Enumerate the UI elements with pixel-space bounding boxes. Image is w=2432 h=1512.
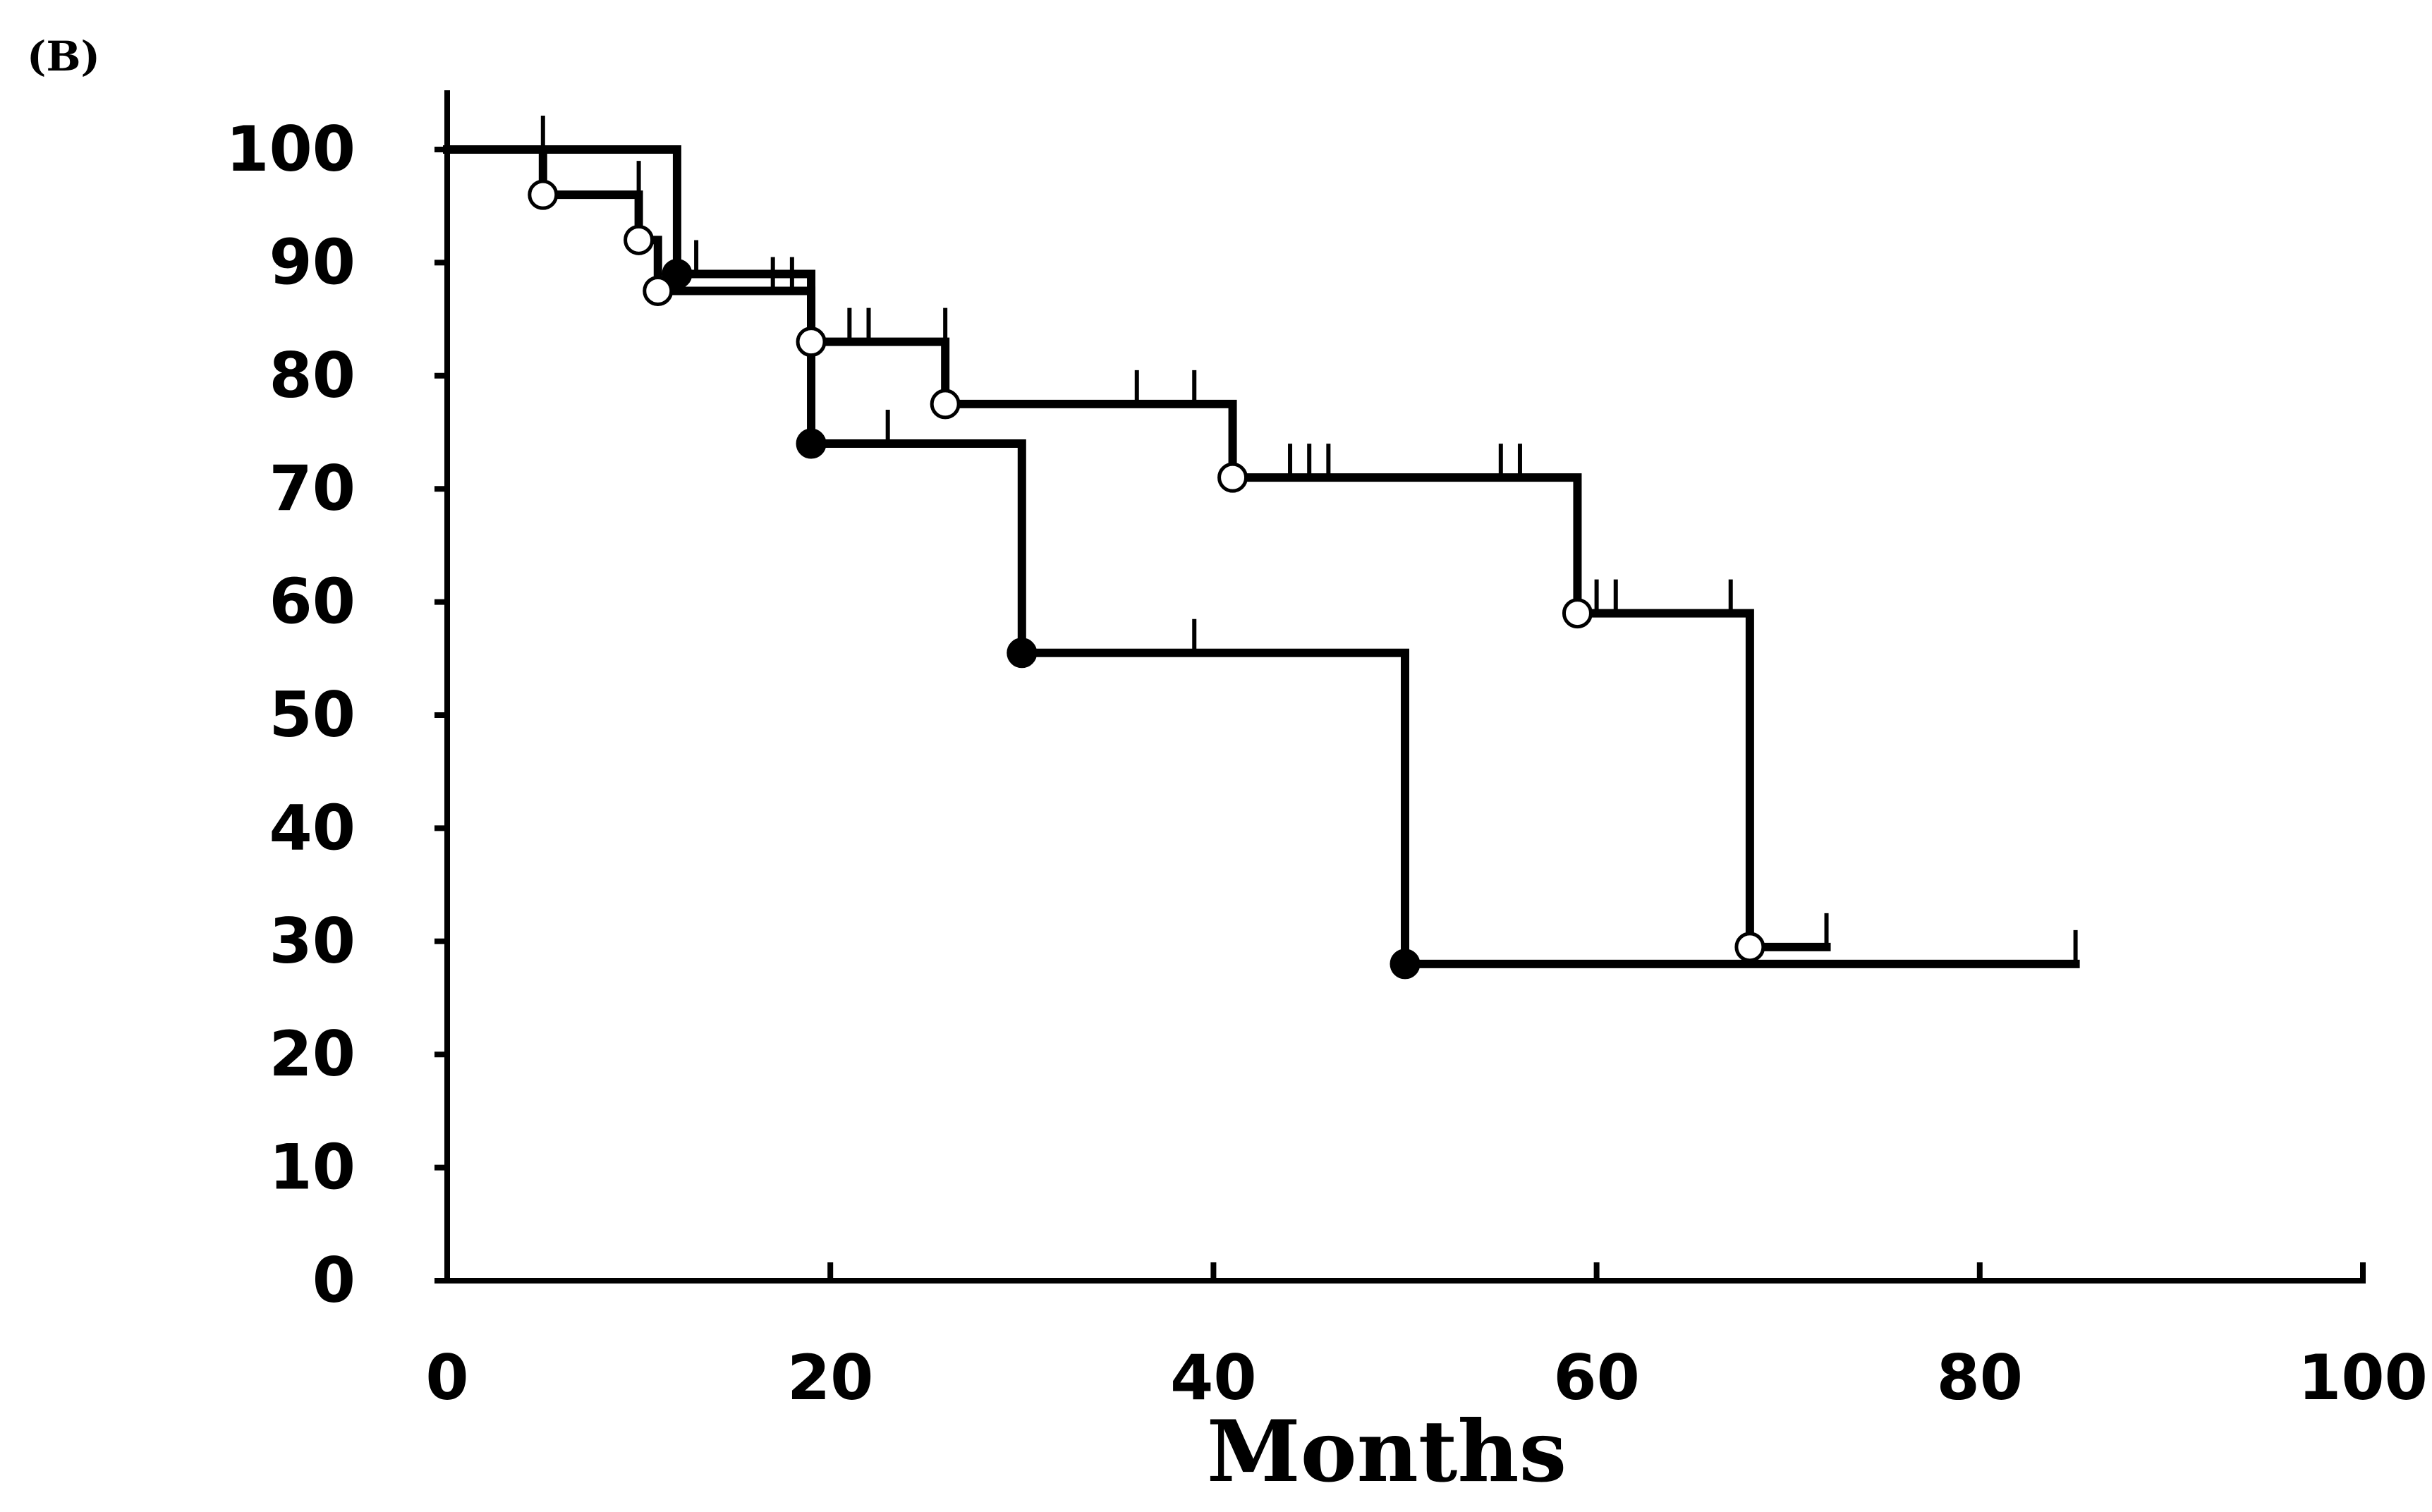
series-2 (443, 145, 1831, 963)
y-tick-label: 70 (269, 452, 355, 525)
filled-circle-marker (1007, 638, 1038, 669)
series-line (443, 145, 1831, 951)
series-layer (443, 116, 2080, 980)
filled-circle-marker (1390, 949, 1421, 980)
y-tick-label: 20 (269, 1018, 355, 1090)
open-circle-marker (1562, 598, 1593, 629)
y-tick-label: 40 (269, 791, 355, 864)
open-circle-marker (796, 327, 827, 358)
panel-label: (B) (27, 32, 100, 80)
y-tick-label: 90 (269, 226, 355, 298)
open-circle-marker (528, 179, 559, 210)
open-circle-marker (1734, 932, 1765, 963)
x-tick-label: 100 (2298, 1341, 2428, 1414)
x-axis-title: Months (1207, 1402, 1567, 1501)
open-circle-marker (930, 389, 961, 420)
series-1 (443, 116, 2080, 980)
x-tick-label: 0 (425, 1341, 468, 1414)
series-line (443, 145, 2080, 968)
x-tick-label: 20 (787, 1341, 873, 1414)
y-tick-label: 80 (269, 339, 355, 412)
x-tick-label: 60 (1553, 1341, 1639, 1414)
y-tick-label: 10 (269, 1131, 355, 1204)
y-tick-label: 30 (269, 905, 355, 977)
open-circle-marker (624, 224, 655, 255)
x-tick-label: 80 (1937, 1341, 2023, 1414)
y-tick-label: 0 (312, 1244, 355, 1317)
y-tick-label: 100 (226, 113, 355, 185)
open-circle-marker (643, 276, 674, 306)
x-tick-label: 40 (1170, 1341, 1256, 1414)
filled-circle-marker (796, 428, 827, 459)
open-circle-marker (1217, 462, 1248, 493)
y-tick-label: 50 (269, 678, 355, 751)
axes: 0 10 20 30 40 50 60 70 80 90 100 0 20 40 60 80 100 (226, 90, 2428, 1414)
y-tick-label: 60 (269, 566, 355, 638)
